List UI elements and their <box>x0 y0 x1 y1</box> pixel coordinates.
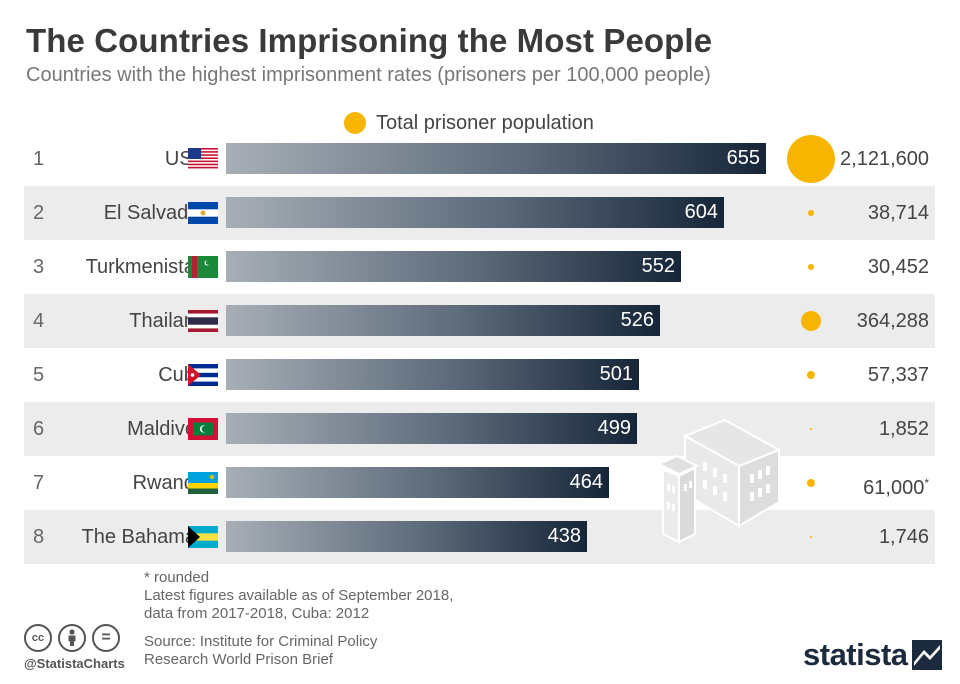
maldives-flag-icon <box>188 418 218 440</box>
note-rounded: * rounded <box>144 569 210 586</box>
rank-label: 6 <box>33 418 45 440</box>
note-years: data from 2017-2018, Cuba: 2012 <box>144 605 370 622</box>
population-bubble <box>807 371 815 379</box>
bar: 499 <box>226 413 637 444</box>
notes: * rounded Latest figures available as of… <box>144 569 453 623</box>
population-value: 57,337 <box>867 364 929 386</box>
note-figures: Latest figures available as of September… <box>144 587 454 604</box>
table-row: 4 Thailand 526 364,288 <box>24 294 935 348</box>
bar-value-label: 499 <box>597 417 631 439</box>
population-value: 1,852 <box>878 418 929 440</box>
population-value: 2,121,600 <box>840 148 929 170</box>
bar: 655 <box>226 143 766 174</box>
chart-title: The Countries Imprisoning the Most Peopl… <box>26 22 713 59</box>
attribution-icon <box>58 624 86 652</box>
bar-value-label: 526 <box>620 309 654 331</box>
bar-value-label: 464 <box>569 471 603 493</box>
legend-circle-icon <box>344 112 366 134</box>
country-label: Thailand <box>129 310 206 332</box>
legend-label: Total prisoner population <box>376 111 594 134</box>
statista-mark-icon <box>911 640 942 670</box>
population-bubble <box>806 478 816 488</box>
population-bubble <box>807 209 815 217</box>
bar: 501 <box>226 359 639 390</box>
population-label: 364,288 <box>857 294 929 348</box>
rank-label: 1 <box>33 148 45 170</box>
rank-label: 7 <box>33 472 45 494</box>
footnote-marker: * <box>924 476 929 490</box>
chart-subtitle: Countries with the highest imprisonment … <box>26 64 711 86</box>
turkmenistan-flag-icon <box>188 256 218 278</box>
population-bubble <box>810 536 812 538</box>
el-salvador-flag-icon <box>188 202 218 224</box>
legend: Total prisoner population <box>344 111 594 135</box>
population-label: 1,746 <box>879 510 929 564</box>
prison-building-icon <box>656 418 782 544</box>
cuba-flag-icon <box>188 364 218 386</box>
rank-label: 8 <box>33 526 45 548</box>
population-label: 2,121,600 <box>840 132 929 186</box>
bar-value-label: 438 <box>547 525 581 547</box>
table-row: 1 USA 655 2,121,600 <box>24 132 935 186</box>
source-line-2: Research World Prison Brief <box>144 651 333 668</box>
country-label: Rwanda <box>132 472 206 494</box>
population-label: 38,714 <box>868 186 929 240</box>
brand-name: statista <box>803 637 908 672</box>
population-value: 30,452 <box>867 256 929 278</box>
country-label: The Bahamas <box>81 526 206 548</box>
population-value: 61,000 <box>863 477 925 499</box>
usa-flag-icon <box>188 148 218 170</box>
rank-label: 4 <box>33 310 45 332</box>
population-bubble <box>810 428 812 430</box>
bar: 438 <box>226 521 587 552</box>
bar-value-label: 552 <box>641 255 675 277</box>
rwanda-flag-icon <box>188 472 218 494</box>
table-row: 3 Turkmenistan 552 30,452 <box>24 240 935 294</box>
country-label: El Salvador <box>103 202 206 224</box>
rank-label: 3 <box>33 256 45 278</box>
table-row: 7 Rwanda 464 61,000* <box>24 456 935 510</box>
bar: 552 <box>226 251 681 282</box>
population-label: 61,000* <box>863 456 929 510</box>
population-label: 57,337 <box>868 348 929 402</box>
twitter-handle[interactable]: @StatistaCharts <box>24 656 125 671</box>
rank-label: 5 <box>33 364 45 386</box>
cc-icon: cc <box>24 624 52 652</box>
population-value: 38,714 <box>867 202 929 224</box>
population-value: 1,746 <box>878 526 929 548</box>
population-label: 30,452 <box>868 240 929 294</box>
bar: 604 <box>226 197 724 228</box>
rank-label: 2 <box>33 202 45 224</box>
country-label: Maldives <box>127 418 206 440</box>
thailand-flag-icon <box>188 310 218 332</box>
population-value: 364,288 <box>856 310 929 332</box>
source-line-1: Source: Institute for Criminal Policy <box>144 633 378 650</box>
bar: 526 <box>226 305 660 336</box>
country-label: Turkmenistan <box>85 256 206 278</box>
bar-value-label: 655 <box>726 147 760 169</box>
population-bubble <box>801 311 821 331</box>
bar-value-label: 604 <box>684 201 718 223</box>
bahamas-flag-icon <box>188 526 218 548</box>
bar: 464 <box>226 467 609 498</box>
table-row: 8 The Bahamas 438 1,746 <box>24 510 935 564</box>
table-row: 2 El Salvador 604 38,714 <box>24 186 935 240</box>
population-label: 1,852 <box>879 402 929 456</box>
table-row: 6 Maldives 499 1,852 <box>24 402 935 456</box>
population-bubble <box>787 135 835 183</box>
license-icons: cc = <box>24 624 120 652</box>
table-row: 5 Cuba 501 57,337 <box>24 348 935 402</box>
statista-logo[interactable]: statista <box>803 637 942 673</box>
source: Source: Institute for Criminal Policy Re… <box>144 633 377 669</box>
no-derivatives-icon: = <box>92 624 120 652</box>
bar-value-label: 501 <box>599 363 633 385</box>
population-bubble <box>808 264 814 270</box>
